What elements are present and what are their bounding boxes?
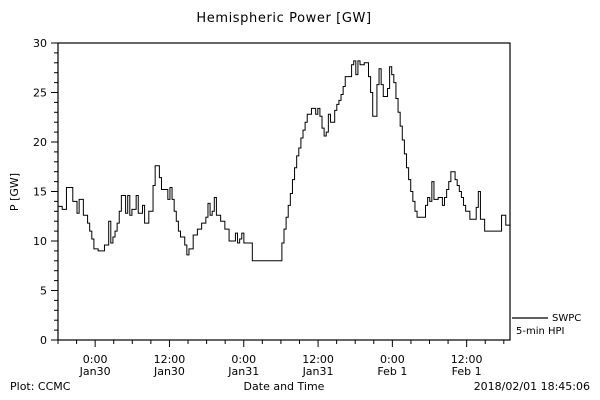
y-tick-label: 30 — [33, 37, 47, 50]
series-line-swpc-5-min-hpi — [58, 60, 510, 262]
footer-timestamp: 2018/02/01 18:45:06 — [474, 380, 590, 393]
y-axis-title: P [GW] — [8, 173, 21, 211]
x-tick-label-date: Feb 1 — [452, 365, 482, 378]
x-tick-label-time: 0:00 — [83, 353, 108, 366]
x-tick-label-time: 0:00 — [380, 353, 405, 366]
x-tick-label-time: 12:00 — [302, 353, 334, 366]
x-axis: 0:00Jan3012:00Jan300:00Jan3112:00Jan310:… — [57, 340, 505, 378]
x-tick-label-date: Jan31 — [302, 365, 334, 378]
legend-label-line1: SWPC — [552, 313, 581, 324]
y-tick-label: 20 — [33, 136, 47, 149]
y-tick-label: 5 — [40, 285, 47, 298]
x-tick-label-date: Jan31 — [227, 365, 259, 378]
x-tick-label-time: 12:00 — [451, 353, 483, 366]
y-tick-label: 15 — [33, 186, 47, 199]
x-axis-title: Date and Time — [244, 380, 325, 393]
x-tick-label-date: Jan30 — [79, 365, 111, 378]
y-tick-label: 0 — [40, 334, 47, 347]
x-tick-label-time: 12:00 — [154, 353, 186, 366]
chart-title: Hemispheric Power [GW] — [196, 11, 371, 26]
plot-frame — [57, 42, 511, 341]
y-axis: 0 5 10 15 20 25 30 — [33, 37, 58, 347]
footer-plot-source: Plot: CCMC — [10, 380, 71, 393]
x-tick-label-time: 0:00 — [231, 353, 256, 366]
legend-label-line2: 5-min HPI — [516, 326, 565, 337]
y-tick-label: 25 — [33, 87, 47, 100]
x-tick-label-date: Feb 1 — [377, 365, 407, 378]
y-tick-label: 10 — [33, 235, 47, 248]
x-tick-label-date: Jan30 — [153, 365, 185, 378]
legend: SWPC 5-min HPI — [512, 313, 581, 337]
